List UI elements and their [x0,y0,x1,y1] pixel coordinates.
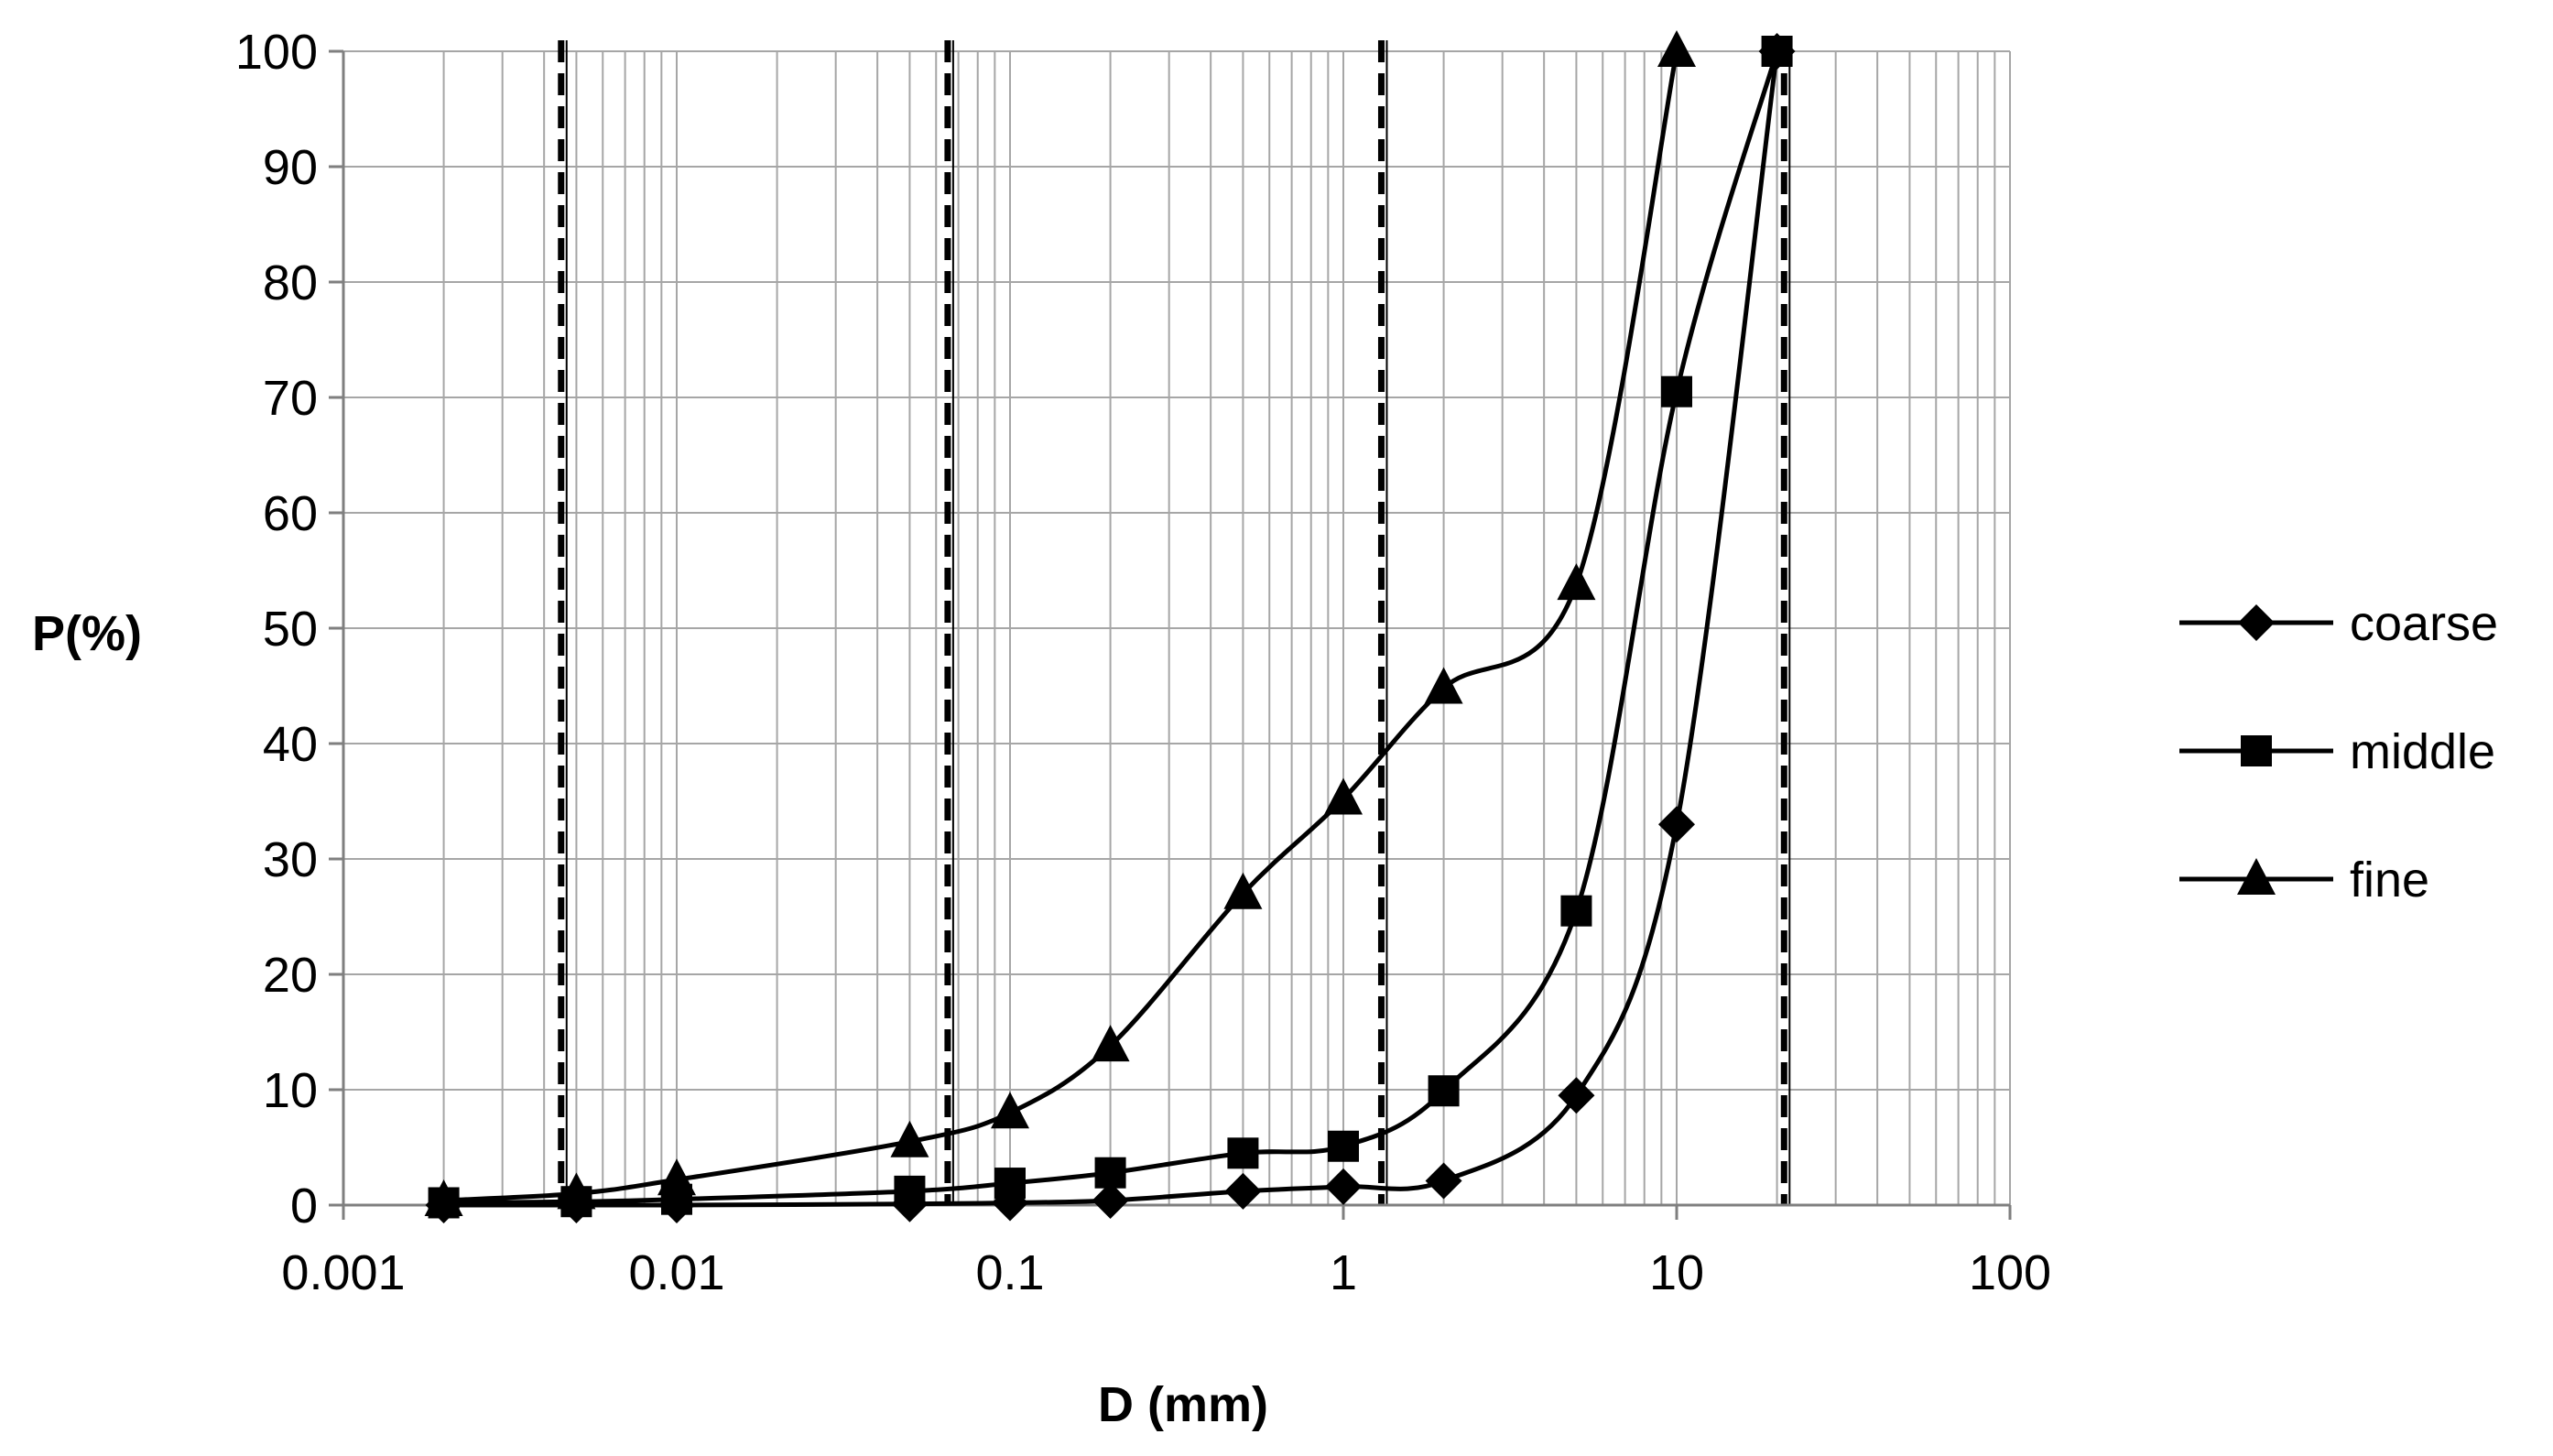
series [424,30,1796,1223]
legend-marker-fine [2237,858,2276,895]
legend-label-middle: middle [2350,724,2495,779]
series-middle [428,36,1793,1219]
y-tick-label: 10 [263,1063,318,1118]
data-point-coarse [1658,806,1695,843]
y-axis-title: P(%) [32,606,142,661]
data-point-fine [1657,30,1696,67]
data-point-fine [890,1120,929,1157]
x-tick-label: 1 [1330,1245,1357,1300]
data-point-fine [424,1179,463,1216]
series-line-fine [443,50,1679,1203]
x-axis-title: D (mm) [1098,1377,1268,1432]
y-tick-label: 100 [235,25,318,80]
legend-marker-coarse [2238,604,2275,641]
data-point-middle [1661,375,1692,407]
data-point-middle [1428,1075,1460,1107]
y-tick-label: 60 [263,486,318,541]
y-tick-label: 0 [290,1179,318,1233]
legend-item-coarse: coarse [2179,596,2498,651]
y-tick-label: 70 [263,371,318,426]
data-point-middle [1227,1137,1259,1169]
data-point-fine [1223,872,1263,909]
y-tick-label: 20 [263,948,318,1003]
x-tick-label: 0.001 [281,1245,405,1300]
y-tick-label: 30 [263,832,318,887]
legend-item-middle: middle [2179,724,2495,779]
data-point-middle [1094,1157,1126,1189]
x-tick-label: 10 [1649,1245,1704,1300]
data-point-fine [991,1092,1029,1129]
data-point-middle [1560,895,1592,927]
y-tick-label: 50 [263,602,318,657]
data-point-coarse [1425,1162,1462,1200]
data-point-fine [1557,563,1596,601]
data-point-coarse [1224,1172,1262,1210]
data-point-coarse [1558,1077,1595,1114]
series-fine [424,30,1696,1216]
legend-item-fine: fine [2179,853,2429,907]
legend-label-fine: fine [2350,853,2429,907]
data-point-fine [1091,1025,1130,1062]
grid [342,50,2011,1206]
data-point-fine [1324,777,1363,815]
x-tick-label: 100 [1969,1245,2051,1300]
legend-marker-middle [2241,735,2272,766]
data-point-coarse [1092,1181,1129,1219]
legend: coarse middle fine [2179,596,2498,907]
data-point-middle [1761,36,1793,67]
data-point-fine [557,1172,596,1210]
x-tick-label: 0.01 [628,1245,724,1300]
data-point-middle [994,1168,1026,1200]
x-tick-label: 0.1 [975,1245,1044,1300]
data-point-coarse [1325,1168,1362,1205]
reference-lines [558,40,1791,1205]
tick-labels: 0 10 20 30 40 50 60 70 80 90 100 0.001 0.01 0.1 1 10 100 [235,25,2051,1300]
data-point-fine [657,1158,696,1196]
data-point-middle [1328,1130,1359,1162]
legend-label-coarse: coarse [2350,596,2498,651]
data-point-fine [1424,667,1463,704]
y-tick-label: 40 [263,717,318,772]
y-tick-label: 80 [263,255,318,310]
data-point-middle [894,1175,926,1207]
y-tick-label: 90 [263,140,318,195]
